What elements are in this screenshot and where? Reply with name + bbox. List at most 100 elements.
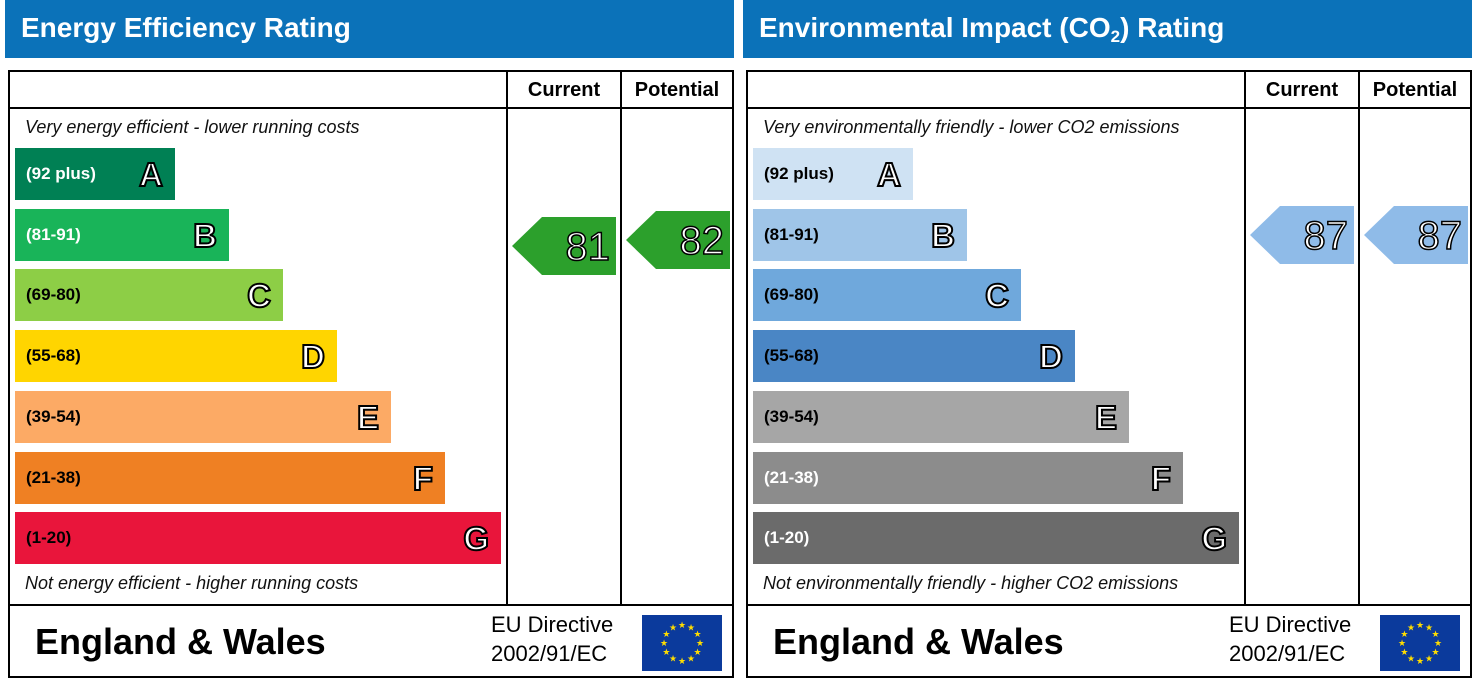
rating-band-c: (69-80) C <box>753 269 1021 322</box>
band-range: (1-20) <box>26 528 72 548</box>
panel-title-subscript: 2 <box>1110 27 1121 46</box>
band-letter: C <box>246 276 272 315</box>
svg-text:★: ★ <box>678 657 686 667</box>
rating-band-e: (39-54) E <box>15 390 391 443</box>
svg-text:★: ★ <box>662 630 670 640</box>
eu-flag-icon: ★ ★ ★ ★ ★ ★ ★ ★ ★ ★ ★ ★ <box>1380 615 1460 671</box>
svg-text:★: ★ <box>1400 648 1408 658</box>
top-note: Very environmentally friendly - lower CO… <box>763 117 1180 137</box>
svg-text:★: ★ <box>1432 648 1440 658</box>
current-rating-arrow: 87 <box>1250 205 1354 264</box>
svg-text:★: ★ <box>1432 630 1440 640</box>
current-column-header: Current <box>527 79 601 101</box>
rating-arrow-value: 82 <box>680 219 725 263</box>
panel-title-suffix: ) Rating <box>1120 12 1225 43</box>
band-letter: B <box>192 216 218 255</box>
rating-arrow-shape <box>1364 205 1468 264</box>
rating-frame: Current Potential Very environmentally f… <box>746 70 1472 678</box>
panel-title: Environmental Impact (CO2) Rating <box>743 0 1472 58</box>
svg-text:★: ★ <box>669 623 677 633</box>
panel-title-text: Environmental Impact (CO <box>759 12 1111 43</box>
svg-text:★: ★ <box>1416 657 1424 667</box>
svg-text:★: ★ <box>669 655 677 665</box>
top-note: Very energy efficient - lower running co… <box>25 117 360 137</box>
svg-text:★: ★ <box>1400 630 1408 640</box>
band-letter: F <box>412 459 434 498</box>
rating-band-d: (55-68) D <box>15 330 337 383</box>
footer-directive: EU Directive 2002/91/EC <box>491 610 613 668</box>
band-range: (69-80) <box>764 285 819 305</box>
svg-text:★: ★ <box>1416 621 1424 631</box>
rating-band-c: (69-80) C <box>15 269 283 322</box>
rating-band-b: (81-91) B <box>753 208 967 261</box>
band-letter: B <box>930 216 956 255</box>
rating-band-b: (81-91) B <box>15 208 229 261</box>
rating-arrow-shape <box>512 216 616 275</box>
svg-text:★: ★ <box>696 639 704 649</box>
potential-rating-arrow: 82 <box>626 210 730 269</box>
band-letter: E <box>1094 398 1118 437</box>
potential-rating-arrow: 87 <box>1364 205 1468 264</box>
band-range: (39-54) <box>764 406 819 426</box>
rating-band-e: (39-54) E <box>753 390 1129 443</box>
bottom-note: Not energy efficient - higher running co… <box>25 573 359 593</box>
band-letter: C <box>984 276 1010 315</box>
rating-band-a: (92 plus) A <box>15 148 175 200</box>
band-range: (92 plus) <box>26 164 96 183</box>
rating-arrow-value: 81 <box>566 225 611 269</box>
rating-arrow-shape <box>1250 205 1354 264</box>
band-range: (1-20) <box>764 528 810 548</box>
rating-band-f: (21-38) F <box>15 451 445 504</box>
rating-band-d: (55-68) D <box>753 330 1075 383</box>
svg-text:★: ★ <box>1407 623 1415 633</box>
rating-band-g: (1-20) G <box>753 512 1239 565</box>
band-letter: G <box>1200 519 1228 558</box>
svg-text:★: ★ <box>1407 655 1415 665</box>
band-letter: D <box>1038 337 1064 376</box>
potential-column-header: Potential <box>634 79 720 101</box>
band-range: (69-80) <box>26 285 81 305</box>
band-range: (39-54) <box>26 406 81 426</box>
svg-text:★: ★ <box>1425 655 1433 665</box>
svg-text:★: ★ <box>678 621 686 631</box>
band-range: (81-91) <box>26 224 81 244</box>
panel-title: Energy Efficiency Rating <box>5 0 734 58</box>
band-range: (55-68) <box>764 346 819 366</box>
rating-arrow-value: 87 <box>1304 214 1349 258</box>
band-letter: E <box>356 398 380 437</box>
band-letter: F <box>1150 459 1172 498</box>
potential-column-header: Potential <box>1372 79 1458 101</box>
current-rating-arrow: 81 <box>512 216 616 275</box>
svg-text:★: ★ <box>1398 639 1406 649</box>
svg-text:★: ★ <box>1434 639 1442 649</box>
rating-band-f: (21-38) F <box>753 451 1183 504</box>
band-letter: G <box>462 519 490 558</box>
directive-line-1: EU Directive <box>1229 612 1352 637</box>
rating-arrow-shape <box>626 210 730 269</box>
svg-text:★: ★ <box>687 623 695 633</box>
svg-text:★: ★ <box>660 639 668 649</box>
environmental-impact-panel: Environmental Impact (CO2) Rating Curren… <box>743 0 1477 684</box>
current-column-header: Current <box>1265 79 1339 101</box>
band-letter: A <box>876 155 902 194</box>
band-range: (21-38) <box>764 467 819 487</box>
svg-text:★: ★ <box>694 648 702 658</box>
band-range: (81-91) <box>764 224 819 244</box>
eu-flag-icon: ★ ★ ★ ★ ★ ★ ★ ★ ★ ★ ★ ★ <box>642 615 722 671</box>
band-range: (21-38) <box>26 467 81 487</box>
energy-efficiency-panel: Energy Efficiency Rating Current Potenti… <box>5 0 739 684</box>
bottom-note: Not environmentally friendly - higher CO… <box>763 573 1179 593</box>
rating-arrow-value: 87 <box>1418 214 1463 258</box>
directive-line-2: 2002/91/EC <box>491 641 608 666</box>
band-range: (55-68) <box>26 346 81 366</box>
directive-line-2: 2002/91/EC <box>1229 641 1346 666</box>
svg-text:★: ★ <box>1425 623 1433 633</box>
footer-directive: EU Directive 2002/91/EC <box>1229 610 1351 668</box>
band-letter: D <box>300 337 326 376</box>
directive-line-1: EU Directive <box>491 612 614 637</box>
band-range: (92 plus) <box>764 164 834 183</box>
rating-band-g: (1-20) G <box>15 512 501 565</box>
footer-country: England & Wales <box>35 621 326 662</box>
svg-text:★: ★ <box>694 630 702 640</box>
svg-text:★: ★ <box>662 648 670 658</box>
